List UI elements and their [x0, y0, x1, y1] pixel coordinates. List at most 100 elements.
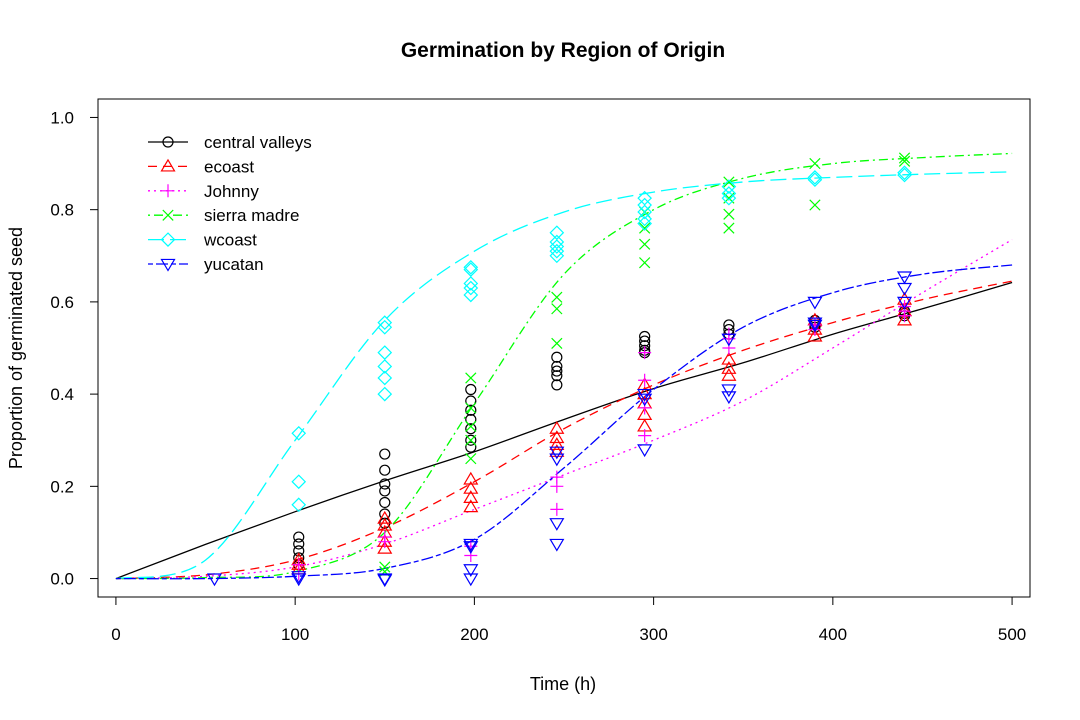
legend-marker — [160, 158, 176, 172]
point-yucatan — [721, 391, 737, 405]
point-sierra-madre — [723, 176, 735, 188]
point-yucatan — [721, 333, 737, 347]
x-tick-label: 400 — [819, 625, 847, 644]
point-wcoast — [549, 239, 565, 254]
point-wcoast — [549, 225, 565, 241]
point-central-valleys — [293, 538, 305, 550]
point-sierra-madre — [551, 291, 563, 303]
x-tick-label: 100 — [281, 625, 309, 644]
point-yucatan — [463, 564, 479, 578]
point-wcoast — [721, 179, 737, 194]
legend-label: sierra madre — [204, 206, 299, 225]
point-wcoast — [463, 280, 479, 296]
point-sierra-madre — [551, 303, 563, 315]
legend-label: central valleys — [204, 133, 312, 152]
point-central-valleys — [379, 485, 391, 497]
point-wcoast — [807, 172, 823, 188]
point-ecoast — [637, 386, 653, 400]
legend-label: wcoast — [203, 231, 257, 250]
fit-line-ecoast — [115, 280, 1013, 580]
point-central-valleys — [551, 365, 563, 377]
point-sierra-madre — [898, 155, 911, 167]
point-ecoast — [807, 328, 823, 342]
point-sierra-madre — [639, 238, 651, 250]
point-johnny — [638, 346, 652, 360]
point-sierra-madre — [465, 372, 477, 384]
y-axis: 0.0 0.2 0.4 0.6 0.8 1.0 — [50, 108, 99, 589]
point-wcoast — [463, 259, 479, 275]
point-yucatan — [807, 319, 823, 333]
point-central-valleys — [465, 395, 477, 407]
legend-marker — [162, 136, 174, 148]
point-ecoast — [721, 361, 737, 374]
point-sierra-madre — [639, 257, 651, 269]
point-johnny — [722, 341, 736, 355]
legend-item-ecoast: ecoast — [148, 157, 254, 176]
point-wcoast — [291, 497, 307, 513]
point-johnny — [638, 373, 652, 387]
x-tick-label: 500 — [998, 625, 1026, 644]
point-wcoast — [549, 248, 565, 264]
point-ecoast — [549, 421, 565, 434]
point-central-valleys — [379, 448, 391, 460]
point-sierra-madre — [465, 402, 477, 414]
point-yucatan — [807, 317, 823, 331]
point-ecoast — [549, 430, 565, 444]
point-sierra-madre — [809, 199, 821, 211]
point-ecoast — [463, 490, 479, 504]
point-yucatan — [549, 446, 565, 460]
legend-marker — [162, 209, 174, 221]
point-yucatan — [549, 453, 565, 467]
point-ecoast — [549, 437, 565, 450]
point-yucatan — [463, 541, 479, 554]
y-tick-label: 0.0 — [50, 570, 74, 589]
point-johnny — [898, 309, 912, 323]
point-yucatan — [637, 444, 653, 458]
fit-line-johnny — [115, 239, 1013, 580]
point-johnny — [638, 401, 652, 415]
y-tick-label: 0.6 — [50, 293, 74, 312]
data-points — [206, 152, 913, 588]
point-ecoast — [377, 540, 393, 554]
y-axis-label: Proportion of germinated seed — [6, 227, 26, 469]
fit-line-yucatan — [115, 264, 1013, 580]
point-ecoast — [896, 312, 913, 326]
legend-label: yucatan — [204, 255, 264, 274]
point-ecoast — [463, 480, 479, 494]
point-sierra-madre — [639, 222, 651, 234]
point-johnny — [638, 429, 652, 443]
point-ecoast — [721, 367, 737, 381]
legend-item-sierra-madre: sierra madre — [148, 206, 299, 225]
point-sierra-madre — [551, 337, 563, 350]
point-central-valleys — [379, 478, 391, 490]
legend-marker — [160, 258, 176, 272]
fit-line-wcoast — [115, 171, 1013, 580]
point-yucatan — [291, 573, 307, 587]
point-central-valleys — [293, 531, 305, 543]
point-ecoast — [463, 499, 479, 513]
point-wcoast — [807, 170, 823, 185]
point-central-valleys — [551, 360, 563, 373]
point-sierra-madre — [379, 561, 391, 573]
fit-line-central-valleys — [115, 281, 1013, 580]
point-yucatan — [896, 296, 913, 310]
point-johnny — [550, 502, 564, 516]
point-central-valleys — [293, 545, 305, 557]
point-central-valleys — [465, 441, 477, 453]
point-wcoast — [463, 276, 479, 291]
point-yucatan — [291, 571, 307, 584]
x-tick-label: 200 — [460, 625, 488, 644]
y-tick-label: 0.4 — [50, 385, 74, 404]
point-central-valleys — [465, 423, 477, 435]
legend-marker — [160, 232, 176, 247]
point-wcoast — [637, 204, 653, 220]
point-ecoast — [377, 510, 393, 524]
point-johnny — [378, 535, 392, 549]
y-tick-label: 0.8 — [50, 201, 74, 220]
point-central-valleys — [379, 464, 391, 476]
legend: central valleys ecoast Johnny sierra madre w… — [148, 133, 312, 274]
point-central-valleys — [551, 370, 563, 382]
x-tick-label: 0 — [111, 625, 120, 644]
point-central-valleys — [465, 383, 477, 396]
